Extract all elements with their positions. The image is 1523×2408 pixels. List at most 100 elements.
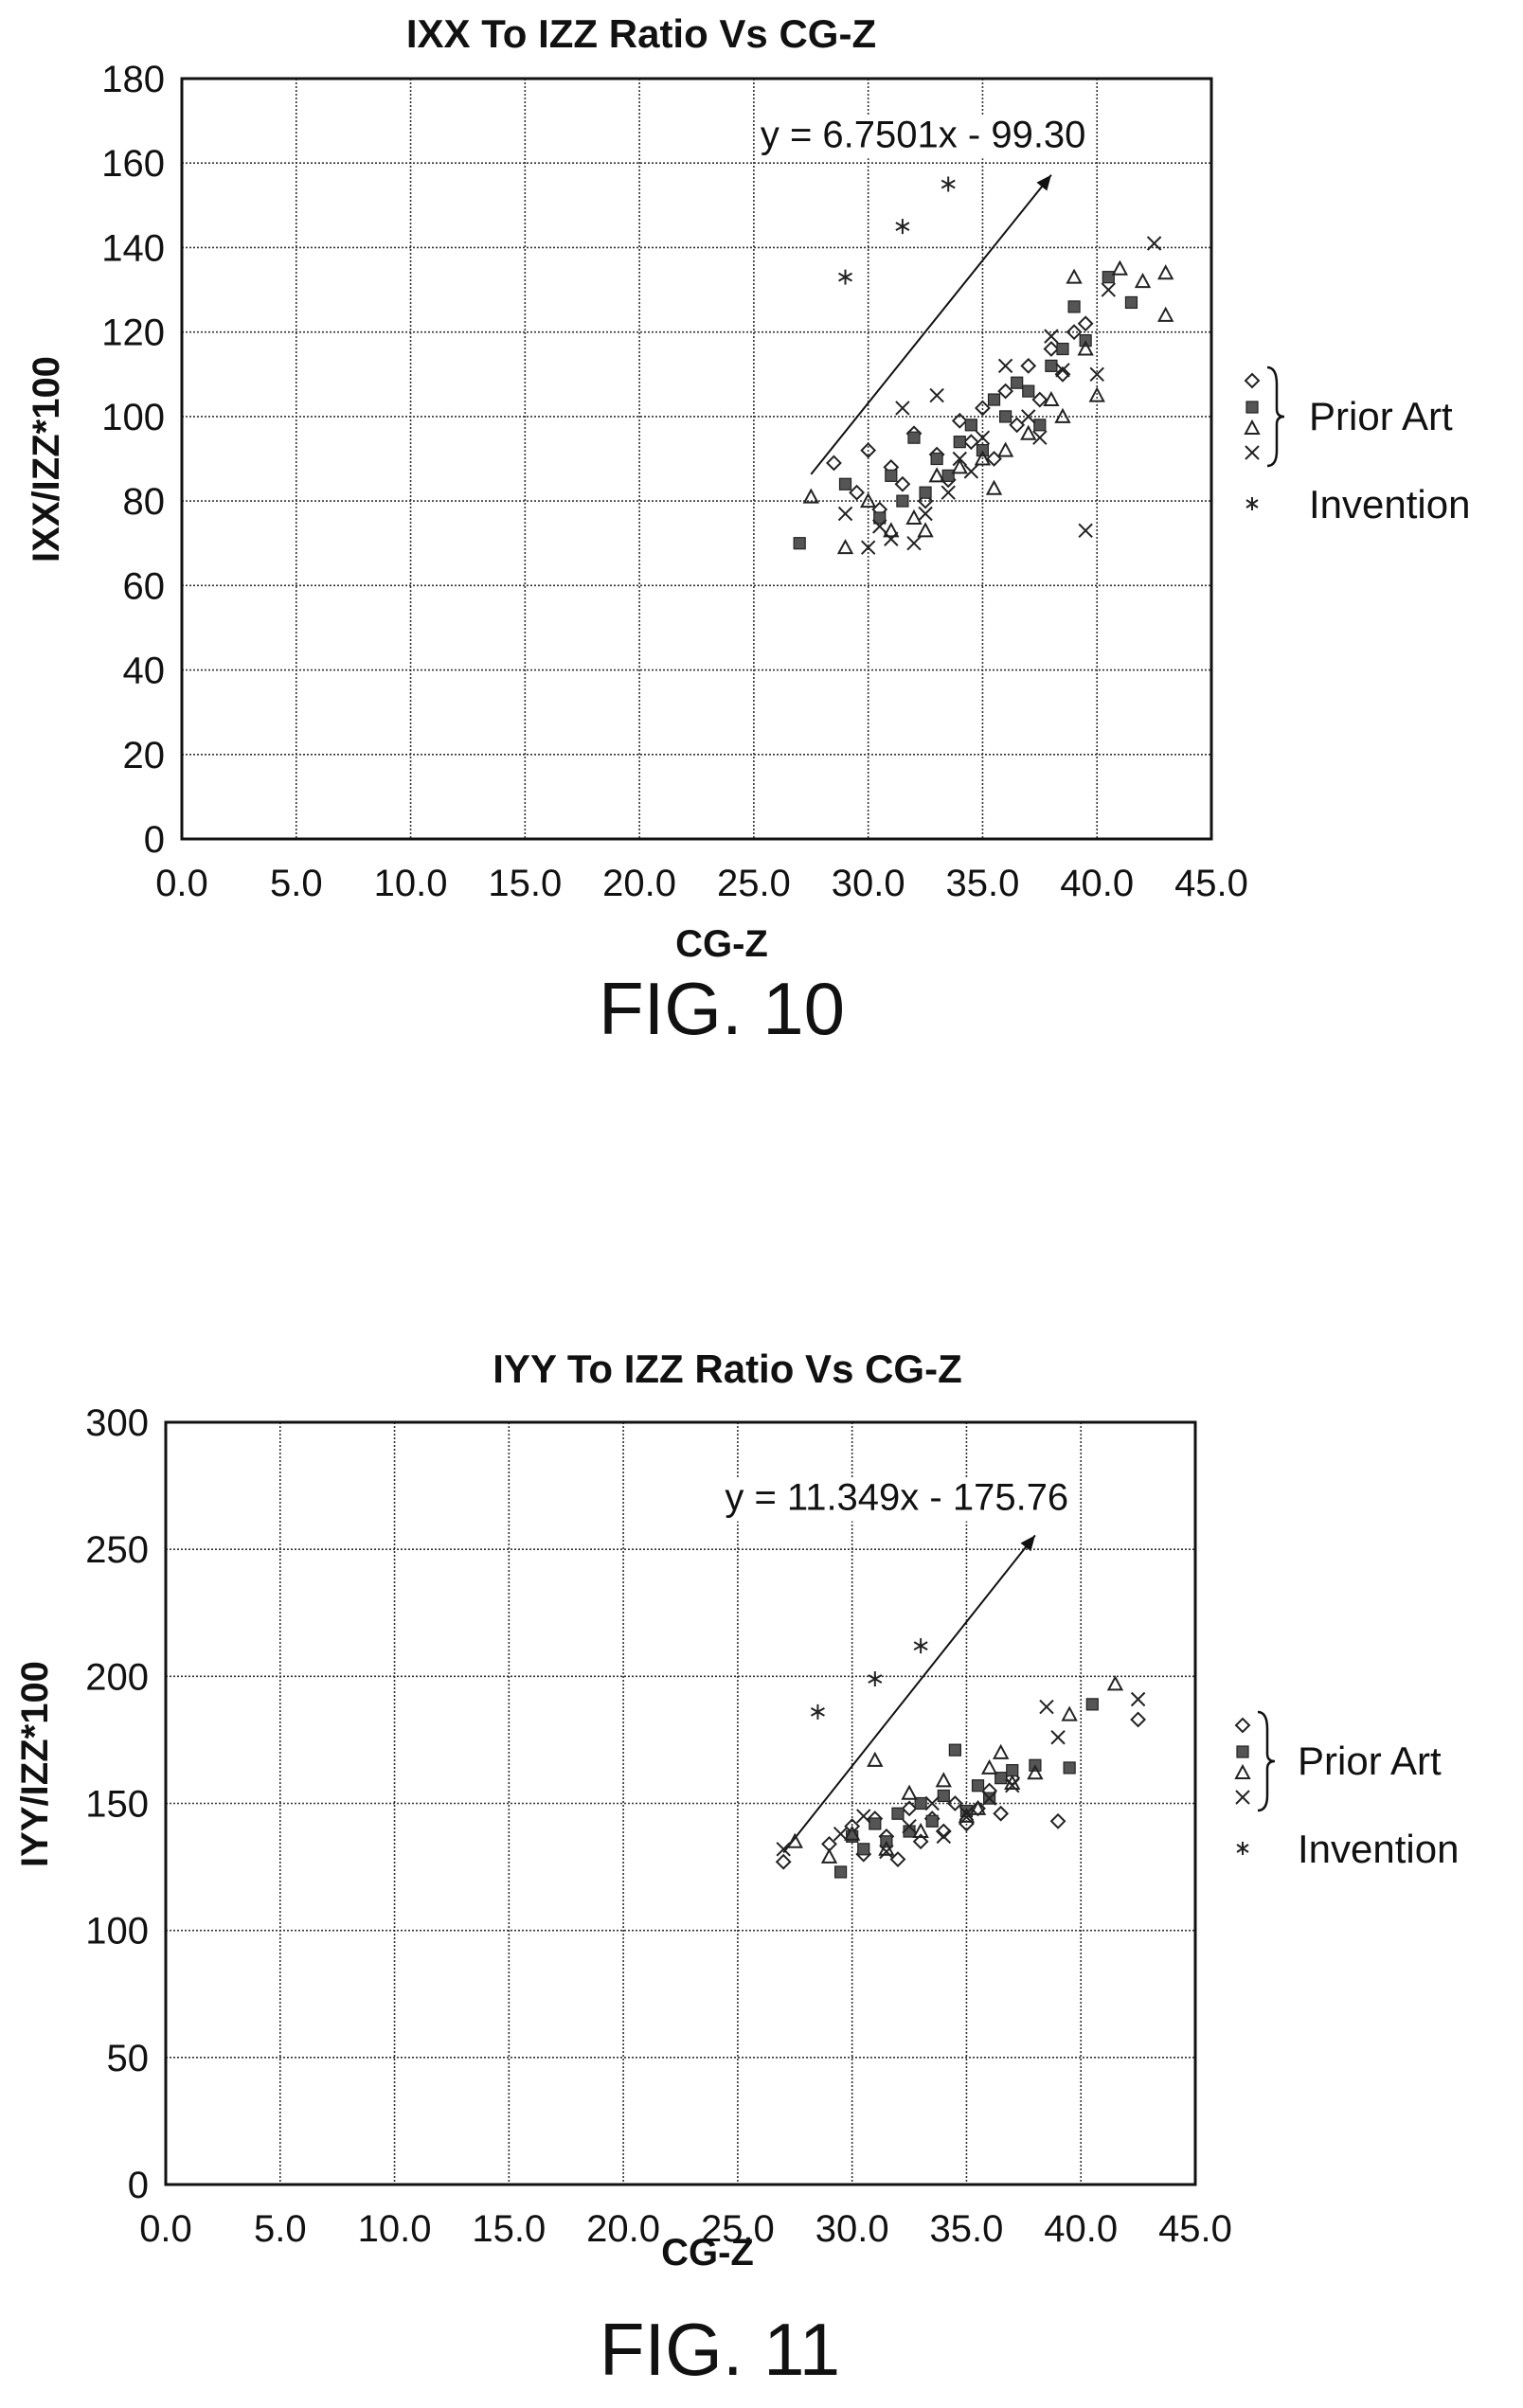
data-point-x (963, 464, 979, 479)
data-point-square (948, 1743, 961, 1757)
data-point-triangle (820, 1847, 838, 1864)
data-point-square (987, 393, 1001, 406)
data-point-diamond (1031, 391, 1048, 408)
data-point-square (891, 1807, 905, 1820)
x-tick-label: 10.0 (374, 863, 448, 904)
x-tick-label: 25.0 (717, 863, 791, 904)
data-point-x (884, 531, 899, 546)
y-tick-label: 150 (85, 1784, 149, 1826)
data-point-square (1045, 359, 1058, 372)
data-point-x (975, 430, 991, 445)
fig10-plot-area: 0.0 5.0 10.0 15.0 20.0 25.0 30.0 35.0 40.0 45.0 0 2… (101, 59, 1248, 904)
data-point-x (1021, 409, 1036, 424)
y-tick-label: 200 (85, 1656, 149, 1698)
data-point-triangle (1111, 259, 1129, 276)
data-point-square (925, 1814, 939, 1828)
data-point-square (1006, 1764, 1019, 1777)
data-point-diamond (1049, 1812, 1066, 1829)
data-point-triangle (935, 1772, 952, 1788)
data-point-x (879, 1844, 894, 1860)
data-point-x (1101, 282, 1117, 297)
y-tick-label: 100 (101, 397, 165, 438)
data-point-diamond (962, 434, 979, 451)
trendline (782, 1534, 1036, 1854)
data-point-x (872, 519, 887, 534)
data-point-square (873, 511, 887, 525)
y-axis-label: IYY/IZZ*100 (14, 1661, 56, 1867)
data-point-triangle (901, 1784, 918, 1800)
data-point-triangle (1061, 1705, 1078, 1721)
data-point-square (1011, 376, 1024, 389)
data-point-square (1063, 1761, 1076, 1775)
data-point-x (1050, 1730, 1066, 1745)
data-point-x (837, 506, 853, 522)
y-axis-label: IXX/IZZ*100 (26, 356, 67, 562)
data-point-diamond (993, 1805, 1010, 1822)
data-point-triangle (1157, 264, 1174, 280)
legend-invention-label: Invention (1309, 482, 1470, 526)
x-axis-label: CG-Z (675, 923, 768, 965)
data-point-square (919, 486, 932, 499)
legend-asterisk-marker (1245, 497, 1259, 510)
data-point-x (952, 451, 967, 467)
y-tick-label: 50 (107, 2038, 150, 2079)
data-point-square (937, 1789, 950, 1803)
data-point-x (906, 536, 922, 551)
data-point-triangle (969, 1799, 987, 1815)
data-point-diamond (1077, 315, 1094, 332)
legend-x-marker (1235, 1790, 1250, 1805)
data-point-x (1032, 430, 1048, 445)
data-point-triangle (867, 1751, 884, 1767)
series-asterisk (810, 1638, 928, 1720)
y-tick-label: 250 (85, 1529, 149, 1571)
data-point-triangle (786, 1832, 803, 1848)
x-tick-label: 35.0 (946, 863, 1020, 904)
legend-square-marker (1245, 401, 1259, 414)
x-tick-label: 40.0 (1060, 863, 1134, 904)
data-point-diamond (997, 383, 1014, 400)
y-tick-label: 300 (85, 1402, 149, 1444)
data-point-square (1085, 1698, 1099, 1711)
data-point-asterisk (838, 269, 853, 285)
data-point-square (885, 469, 898, 482)
y-tick-label: 180 (101, 59, 165, 100)
data-point-x (1146, 236, 1162, 251)
equation-backdrop (768, 115, 1078, 159)
data-point-x (1039, 1699, 1054, 1715)
series-x (776, 1691, 1146, 1860)
data-point-diamond (1009, 417, 1026, 434)
data-point-triangle (1088, 386, 1105, 402)
legend-x-marker (1245, 445, 1260, 460)
data-point-square (964, 419, 977, 432)
data-point-square (998, 410, 1012, 423)
data-point-triangle (1027, 1764, 1044, 1780)
x-tick-label: 0.0 (155, 863, 208, 904)
y-tick-label: 0 (144, 819, 165, 861)
x-axis-label: CG-Z (661, 2232, 754, 2274)
data-point-x (981, 1791, 997, 1806)
data-point-square (953, 436, 966, 449)
legend: Prior Art Invention (1234, 1710, 1459, 1871)
data-point-triangle (996, 441, 1014, 457)
data-point-asterisk (868, 1671, 883, 1687)
x-tick-label: 30.0 (832, 863, 905, 904)
data-point-square (869, 1817, 882, 1830)
data-point-triangle (1054, 407, 1071, 423)
data-point-square (793, 537, 806, 550)
fig10-chart: IXX To IZZ Ratio Vs CG-Z 0.0 5.0 10.0 15.0 2… (26, 11, 1470, 1050)
fig11-plot-area: 0.0 5.0 10.0 15.0 20.0 25.0 30.0 35.0 40.0 45.0 0 5… (85, 1402, 1232, 2250)
legend-diamond-marker (1234, 1717, 1251, 1734)
series-square (833, 1698, 1099, 1879)
data-point-square (1067, 300, 1081, 313)
legend-prior-art-label: Prior Art (1309, 394, 1453, 438)
x-tick-label: 10.0 (358, 2208, 432, 2250)
y-tick-label: 100 (85, 1911, 149, 1953)
data-point-x (1130, 1691, 1146, 1707)
data-point-x (929, 387, 944, 403)
y-tick-label: 160 (101, 143, 165, 185)
data-point-diamond (889, 1851, 906, 1867)
data-point-triangle (883, 522, 900, 538)
data-point-square (896, 494, 909, 508)
data-point-triangle (843, 1825, 861, 1841)
